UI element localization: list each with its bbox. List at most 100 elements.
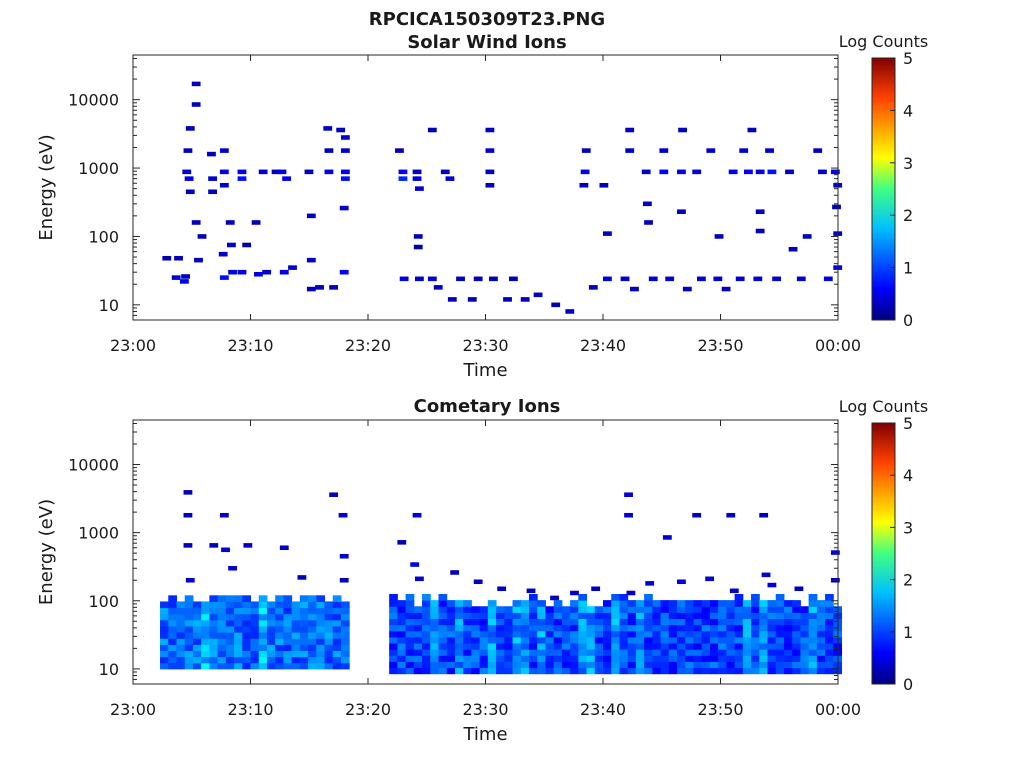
heatmap-cell [668,661,678,669]
heatmap-cell [767,624,777,632]
heatmap-cell [561,606,571,613]
heatmap-cell [283,595,293,602]
heatmap-cell [520,612,530,620]
heatmap-cell [397,649,407,656]
heatmap-cell [668,612,678,620]
heatmap-cell [759,600,768,607]
heatmap-cell [578,606,588,613]
heatmap-cell [201,644,210,651]
heatmap-cell [783,600,793,607]
heatmap-cell [537,606,546,613]
heatmap-cell [191,102,201,107]
heatmap-cell [471,661,481,669]
heatmap-cell [734,593,744,601]
heatmap-cell [709,612,719,620]
heatmap-cell [471,636,481,644]
heatmap-cells [162,81,843,314]
heatmap-cell [192,619,202,627]
heatmap-cell [225,650,235,658]
heatmap-cell [594,643,604,650]
heatmap-cell [299,607,309,615]
heatmap-cell [660,667,670,675]
heatmap-cell [316,644,326,651]
heatmap-cell [479,655,489,662]
heatmap-cell [479,624,489,632]
heatmap-cell [545,630,555,638]
heatmap-cell [619,661,629,669]
panel-title: Cometary Ions [414,396,561,417]
heatmap-cell [308,625,317,633]
heatmap-cell [742,636,752,644]
heatmap-cell [668,624,678,632]
heatmap-cell [242,638,251,645]
heatmap-cell [283,638,293,645]
heatmap-cell [726,661,736,669]
heatmap-cell [767,661,777,669]
heatmap-cell [160,601,169,609]
heatmap-cell [471,649,481,656]
heatmap-cell [397,606,407,613]
heatmap-cell [266,638,276,645]
heatmap-cell [701,612,711,620]
heatmap-cell [586,612,596,620]
heatmap-cell [487,612,497,620]
heatmap-cell [619,624,629,632]
heatmap-cell [389,593,398,601]
heatmap-cell [234,644,243,651]
colorbar-tick-label: 4 [903,466,913,485]
heatmap-cell [160,644,169,651]
heatmap-cell [767,582,777,588]
heatmap-cell [427,276,437,282]
heatmap-cell [729,588,739,594]
heatmap-cell [217,595,227,602]
heatmap-cell [570,636,579,644]
heatmap-cell [275,662,284,670]
heatmap-cell [528,636,538,644]
heatmap-cell [742,606,752,613]
heatmap-cell [692,169,702,175]
heatmap-cell [800,606,810,613]
heatmap-cell [194,257,203,263]
heatmap-cell [775,636,785,644]
heatmap-cell [258,650,268,658]
heatmap-cell [463,643,472,650]
heatmap-cell [433,285,443,290]
heatmap-cell [496,624,505,632]
heatmap-cell [816,661,826,669]
heatmap-cell [775,606,785,613]
heatmap-cell [625,127,635,133]
heatmap-cell [430,600,439,607]
heatmap-cell [454,667,464,675]
heatmap-cell [299,638,309,645]
heatmap-cell [751,600,760,607]
heatmap-cell [450,570,460,575]
heatmap-cell [816,649,826,656]
heatmap-cell [611,618,620,626]
heatmap-cell [611,600,620,607]
heatmap-cell [237,269,247,275]
heatmap-cell [413,612,423,620]
heatmap-cell [751,649,760,656]
heatmap-cell [800,667,810,675]
heatmap-cell [412,169,422,175]
heatmap-cell [234,613,243,621]
heatmap-cell [635,612,645,620]
heatmap-cell [250,650,260,658]
heatmap-cell [753,276,763,282]
heatmap-cell [794,586,804,592]
colorbar-tick-label: 2 [903,571,913,590]
heatmap-cell [734,612,744,620]
heatmap-cell [660,612,670,620]
heatmap-cell [340,135,350,140]
heatmap-cell [570,590,579,596]
heatmap-cell [520,649,530,656]
heatmap-cell [578,636,588,644]
heatmap-cell [594,624,604,632]
heatmap-cell [168,644,177,651]
heatmap-cell [561,655,571,662]
heatmap-cell [299,644,309,651]
heatmap-cell [808,655,818,662]
heatmap-cell [808,643,818,650]
heatmap-cell [299,632,309,639]
